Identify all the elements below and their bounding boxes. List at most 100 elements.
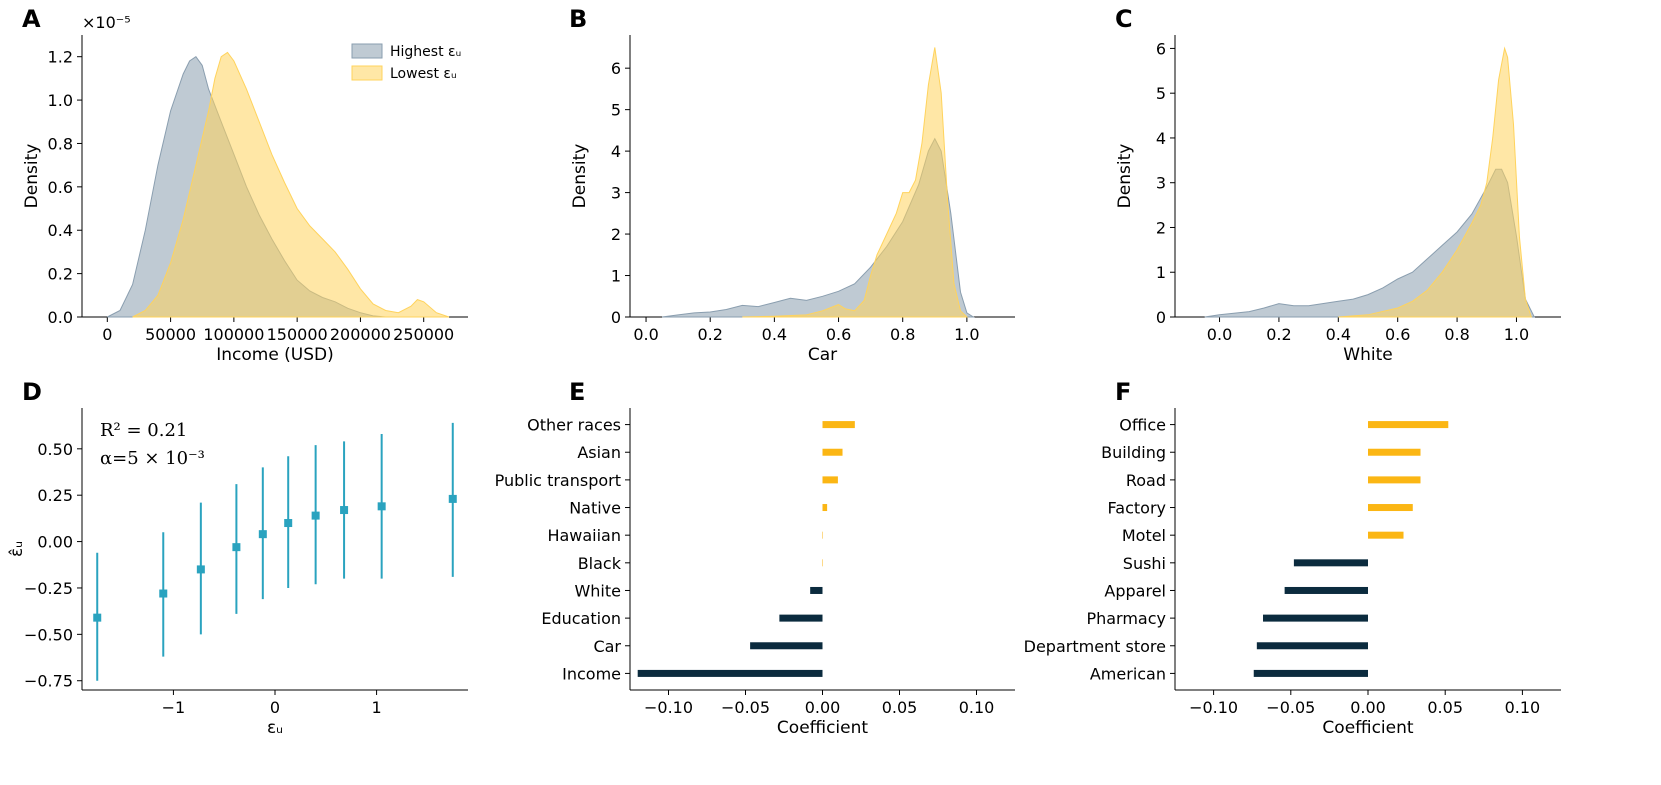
y-tick-label: 0.25 [37,486,73,505]
category-label: Department store [1024,637,1166,656]
data-point [340,506,349,515]
category-label: Native [569,499,621,518]
bar [822,559,823,567]
x-tick-label: 0.6 [1385,325,1410,344]
y-tick-label: 0.50 [37,440,73,459]
bar [810,586,823,594]
y-tick-label: 3 [611,184,621,203]
bar [1263,614,1368,622]
category-label: Road [1126,471,1166,490]
y-tick-label: 1.0 [48,91,73,110]
y-axis-label: Density [1115,144,1135,209]
bar [1368,448,1421,456]
x-tick-label: 0 [270,698,280,717]
data-point [311,511,320,520]
category-label: Income [562,664,621,683]
legend-label: Lowest εᵤ [390,66,457,82]
y-tick-label: 0.0 [48,308,73,327]
y-tick-label: 0.2 [48,265,73,284]
x-axis-label: Income (USD) [216,345,334,365]
x-tick-label: 0.10 [959,698,995,717]
bar [779,614,823,622]
x-tick-label: 0.6 [826,325,851,344]
data-point [93,613,102,622]
category-label: Factory [1108,499,1166,518]
panel-e: E −0.10 −0.05 0.00 0.05 0.10 Coefficient Other … [495,378,1015,738]
x-tick-label: 1 [371,698,381,717]
data-point [258,530,267,539]
x-tick-label: 0.8 [1444,325,1469,344]
x-tick-label: 1.0 [1504,325,1529,344]
category-label: Pharmacy [1086,609,1166,628]
x-tick-label: 0.8 [890,325,915,344]
panel-letter: C [1115,5,1133,33]
y-tick-label: 0.4 [48,221,73,240]
x-tick-label: 200000 [330,325,391,344]
x-tick-label: 0.4 [1326,325,1351,344]
y-tick-label: 3 [1156,174,1166,193]
bar [822,531,823,539]
data-point [448,494,457,503]
bar [1368,504,1413,512]
y-tick-label: 0 [611,308,621,327]
x-tick-label: 0.05 [882,698,918,717]
y-tick-label: 5 [611,101,621,120]
y-tick-label: 5 [1156,84,1166,103]
category-label: Other races [527,416,621,435]
panel-letter: F [1115,378,1131,406]
category-label: Apparel [1104,581,1166,600]
category-label: Black [578,554,622,573]
y-axis-label: Density [22,144,42,209]
y-tick-label: −0.25 [24,579,73,598]
panel-f: F −0.10 −0.05 0.00 0.05 0.10 Coefficient Office… [1024,378,1561,738]
data-point [377,502,386,511]
bar [1256,642,1368,650]
x-tick-label: 150000 [267,325,328,344]
y-tick-label: 6 [1156,39,1166,58]
category-label: Sushi [1123,554,1166,573]
x-tick-label: 100000 [203,325,264,344]
y-tick-label: 0.00 [37,533,73,552]
category-label: Asian [577,443,621,462]
bar [1293,559,1368,567]
x-tick-label: 0 [102,325,112,344]
bar [1284,586,1368,594]
x-tick-label: 0.00 [1350,698,1386,717]
legend-swatch [351,43,383,59]
category-label: Car [593,637,621,656]
annotation: α=5 × 10⁻³ [100,448,205,469]
data-point [232,543,241,552]
x-axis-label: Coefficient [777,718,868,738]
category-label: Education [541,609,621,628]
x-tick-label: 0.0 [1207,325,1232,344]
panel-d: D −1 0 1 εᵤ −0.75 −0.50 −0.25 0.00 0.25 0.50 ε̂ᵤ R² … [7,378,468,738]
y-axis-label: ε̂ᵤ [7,541,27,557]
category-label: Public transport [495,471,621,490]
panel-letter: A [22,5,41,33]
y-tick-label: −0.50 [24,625,73,644]
x-axis-label: White [1343,345,1392,365]
x-tick-label: 0.0 [633,325,658,344]
x-tick-label: 0.4 [762,325,787,344]
bar [1368,531,1404,539]
category-label: Motel [1122,526,1166,545]
annotation: R² = 0.21 [100,420,187,441]
x-tick-label: −0.05 [1266,698,1315,717]
panel-c: C 0.0 0.2 0.4 0.6 0.8 1.0 White 0 1 2 3 4 5 6 Density [1115,5,1561,365]
bar [822,504,828,512]
bar [1253,669,1368,677]
y-tick-label: 6 [611,59,621,78]
panel-b: B 0.0 0.2 0.4 0.6 0.8 1.0 Car 0 1 2 3 4 5 6 Density [569,5,1015,365]
x-axis-label: εᵤ [267,718,283,738]
x-axis-label: Car [808,345,837,365]
y-tick-label: 1.2 [48,48,73,67]
x-tick-label: 0.2 [697,325,722,344]
category-label: Building [1101,443,1166,462]
density-lowest-eps [132,51,450,318]
x-tick-label: 250000 [393,325,454,344]
y-scale-label: ×10⁻⁵ [82,13,131,32]
data-point [159,589,168,598]
bar [637,669,823,677]
y-tick-label: 1 [1156,263,1166,282]
bar [822,448,843,456]
